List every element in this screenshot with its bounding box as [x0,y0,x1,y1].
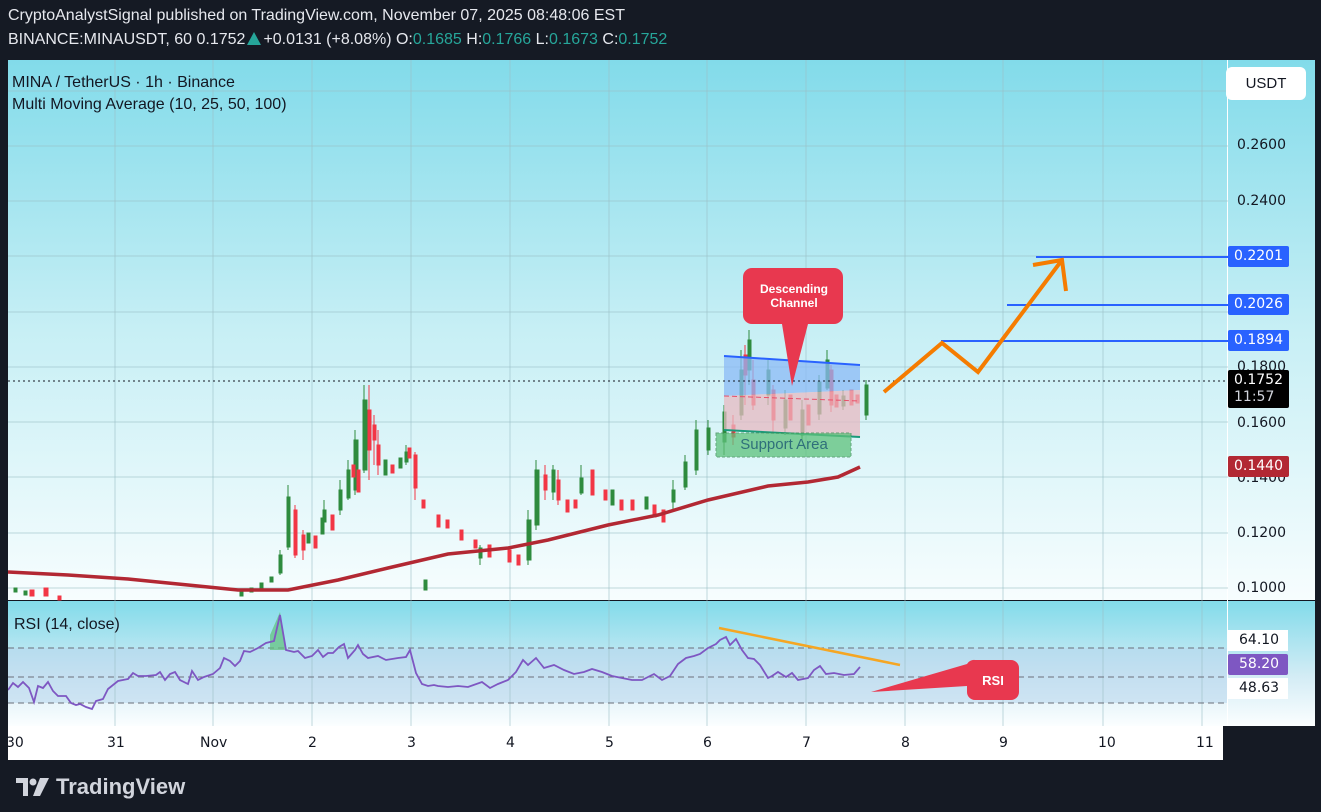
rsi-upper-tag-bg [1228,630,1288,651]
vertical-gridlines [114,60,1203,726]
rsi-current-value: 58.20 [1239,656,1280,672]
current-price-value: 0.1752 [1234,372,1283,388]
price-pane [8,60,1228,600]
horizontal-gridlines [8,90,1228,589]
arrowhead-icon [1032,257,1068,292]
ma-legend[interactable]: Multi Moving Average (10, 25, 50, 100) [12,96,287,113]
tradingview-logo-icon [16,778,49,796]
time-axis-bg [8,726,1223,760]
price-tick: 0.1200 [1237,525,1286,541]
price-tick: 0.2400 [1237,193,1286,209]
time-tick: 6 [703,735,712,751]
time-tick: 11 [1196,735,1214,751]
last-price: 0.1752 [196,31,246,48]
symbol-ohlc-bar: BINANCE:MINAUSDT, 60 0.1752 +0.0131 (+8.0… [8,31,667,49]
symbol-label[interactable]: BINANCE:MINAUSDT, 60 [8,31,193,48]
currency-selector[interactable]: USDT [1226,67,1306,100]
time-tick: 3 [407,735,416,751]
rsi-lower-value: 48.63 [1239,680,1280,696]
channel-mid-line [723,395,861,402]
projection-arrow [882,258,1064,394]
time-tick: 31 [107,735,125,751]
ma-100-line [7,465,861,592]
close-value: 0.1752 [618,31,668,48]
chart-area[interactable]: MINA / TetherUS · 1h · Binance Multi Mov… [6,60,1315,760]
publish-info: CryptoAnalystSignal published on Trading… [8,7,625,24]
channel-bottom-fill [724,390,860,437]
high-label: H: [466,31,483,48]
price-tick: 0.1000 [1237,580,1286,596]
low-value: 0.1673 [549,31,598,48]
tradingview-logo[interactable]: TradingView [16,774,185,800]
rsi-divergence-line [718,626,901,667]
time-tick: 8 [901,735,910,751]
time-tick: 2 [308,735,317,751]
open-value: 0.1685 [412,31,462,48]
time-tick: 7 [802,735,811,751]
close-label: C: [602,31,619,48]
bar-countdown: 11:57 [1234,389,1275,405]
support-area-box [715,432,852,458]
rsi-line [7,614,861,711]
high-value: 0.1766 [482,31,532,48]
low-label: L: [535,31,549,48]
rsi-callout-label: RSI [982,673,1004,688]
support-area-label: Support Area [740,436,828,453]
ma-value-tag: 0.1440 [1228,456,1289,477]
price-tick: 0.2600 [1237,137,1286,153]
time-tick: 9 [999,735,1008,751]
price-change: +0.0131 (+8.08%) [263,31,392,48]
time-tick: 10 [1098,735,1116,751]
rsi-current-tag-bg [1228,654,1288,675]
brand-name: TradingView [56,774,186,799]
chart-canvas[interactable] [7,60,1315,760]
time-tick: Nov [200,735,228,751]
target-tag-1: 0.1894 [1228,330,1289,351]
target-tag-3: 0.2201 [1228,246,1289,267]
up-triangle-icon [247,32,262,45]
open-label: O: [395,31,413,48]
current-price-tag: 0.1752 11:57 [1228,370,1289,408]
target-tag-2: 0.2026 [1228,294,1289,315]
time-tick: 30 [6,735,24,751]
symbol-legend[interactable]: MINA / TetherUS · 1h · Binance [12,74,235,91]
rsi-legend[interactable]: RSI (14, close) [14,616,120,633]
time-tick: 4 [506,735,515,751]
rsi-upper-value: 64.10 [1239,632,1280,648]
time-tick: 5 [605,735,614,751]
rsi-lower-tag-bg [1228,678,1288,699]
channel-label: Descending Channel [759,282,828,310]
rsi-callout [871,659,1019,700]
channel-callout [743,268,843,386]
price-tick: 0.1600 [1237,415,1286,431]
